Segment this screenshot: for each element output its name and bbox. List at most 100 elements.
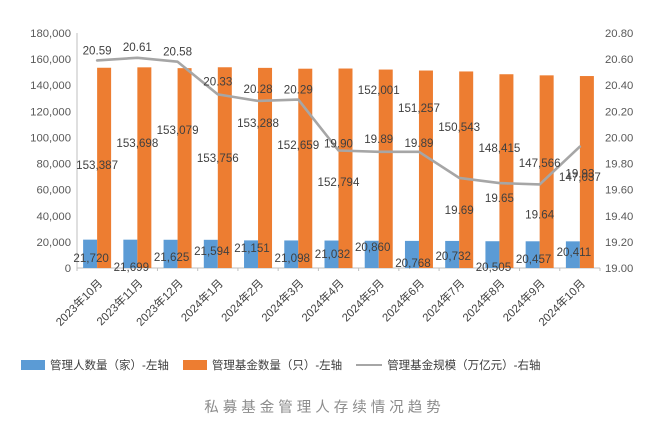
legend: 管理人数量（家）-左轴 管理基金数量（只）-左轴 管理基金规模（万亿元）-右轴 <box>21 357 541 373</box>
x-axis-category-label: 2024年7月 <box>419 276 467 324</box>
data-label-managers: 20,860 <box>355 241 390 254</box>
left-axis-tick-label: 20,000 <box>36 237 71 249</box>
right-axis-tick-label: 19.20 <box>605 237 633 249</box>
data-label-managers: 21,625 <box>154 251 189 264</box>
data-label-managers: 21,720 <box>73 252 108 265</box>
bar-managers <box>525 241 540 268</box>
bar-funds <box>459 71 474 268</box>
right-axis-tick-label: 19.60 <box>605 185 633 197</box>
legend-swatch-funds <box>182 360 207 370</box>
data-label-funds: 153,079 <box>157 124 199 137</box>
bar-funds <box>258 67 273 269</box>
x-axis-category-label: 2024年5月 <box>339 276 387 324</box>
data-label-managers: 21,594 <box>194 245 230 258</box>
x-axis-category-label: 2024年6月 <box>379 276 427 324</box>
right-axis-tick-label: 19.40 <box>605 211 633 223</box>
bar-funds <box>539 75 554 268</box>
data-label-scale: 19.69 <box>445 204 474 217</box>
data-label-managers: 21,699 <box>114 261 149 274</box>
data-label-scale: 20.33 <box>203 75 232 88</box>
x-axis-category-label: 2024年2月 <box>218 276 266 324</box>
data-label-scale: 19.90 <box>324 138 353 151</box>
x-axis-category-label: 2024年4月 <box>299 276 347 324</box>
right-axis-tick-label: 19.00 <box>605 263 633 275</box>
bar-managers <box>485 241 500 268</box>
right-axis-tick-label: 20.40 <box>605 80 633 92</box>
left-axis-tick-label: 60,000 <box>36 185 71 197</box>
legend-label-managers: 管理人数量（家）-左轴 <box>50 360 169 372</box>
data-label-scale: 20.59 <box>83 44 112 57</box>
data-label-funds: 153,387 <box>76 159 118 172</box>
data-label-funds: 153,756 <box>197 152 239 165</box>
scale-line-series <box>95 56 582 186</box>
right-axis-tick-label: 20.60 <box>605 54 633 66</box>
bar-funds <box>177 68 192 269</box>
chart-plot-area: 180,000 160,000 140,000 120,000 100,000 80,00… <box>30 28 633 329</box>
left-axis-tick-label: 100,000 <box>30 132 71 144</box>
legend-label-scale: 管理基金规模（万亿元）-右轴 <box>387 360 541 372</box>
legend-swatch-managers <box>21 360 45 370</box>
data-label-funds: 147,037 <box>559 171 601 184</box>
data-label-managers: 20,732 <box>435 250 470 263</box>
data-label-scale: 20.58 <box>163 46 192 59</box>
data-label-scale: 19.89 <box>404 137 433 150</box>
bar-funds <box>499 74 514 269</box>
bar-managers <box>404 240 419 268</box>
bar-managers <box>565 241 580 268</box>
bar-funds <box>418 70 433 269</box>
x-axis-category-label: 2024年1月 <box>178 276 226 324</box>
data-label-scale: 20.28 <box>244 83 273 96</box>
bar-funds <box>97 67 112 268</box>
data-label-managers: 20,505 <box>476 261 511 274</box>
data-label-funds: 153,288 <box>237 117 279 130</box>
x-axis-category-label: 2024年8月 <box>459 276 507 324</box>
left-axis-tick-label: 80,000 <box>36 159 71 171</box>
data-label-scale: 19.93 <box>565 168 594 181</box>
bar-managers <box>163 239 178 268</box>
chart-title: 私募基金管理人存续情况趋势 <box>204 400 445 416</box>
legend-swatch-scale-line <box>356 363 383 367</box>
right-axis-tick-label: 20.20 <box>605 106 633 118</box>
legend-item-managers: 管理人数量（家）-左轴 <box>21 357 169 373</box>
left-axis-tick-label: 40,000 <box>36 211 71 223</box>
bar-funds <box>579 76 594 268</box>
bar-funds <box>378 69 393 268</box>
right-axis-tick-label: 20.80 <box>605 28 633 40</box>
bar-managers <box>83 239 98 268</box>
left-axis-tick-label: 120,000 <box>30 106 71 118</box>
bar-managers <box>284 240 299 268</box>
data-label-funds: 152,001 <box>358 84 400 97</box>
data-label-scale: 19.65 <box>485 192 514 205</box>
data-label-scale: 20.29 <box>284 84 313 97</box>
data-label-managers: 20,768 <box>395 257 430 270</box>
data-label-funds: 150,543 <box>438 121 480 134</box>
data-label-funds: 152,659 <box>277 139 319 152</box>
data-label-managers: 21,098 <box>275 252 310 265</box>
bar-funds <box>217 67 232 268</box>
left-axis-tick-label: 180,000 <box>30 28 71 40</box>
right-axis-tick-label: 19.80 <box>605 159 633 171</box>
left-axis-tick-label: 160,000 <box>30 54 71 66</box>
data-label-funds: 148,415 <box>478 142 520 155</box>
legend-item-scale: 管理基金规模（万亿元）-右轴 <box>356 357 541 373</box>
bar-funds <box>137 67 152 269</box>
legend-label-funds: 管理基金数量（只）-左轴 <box>211 360 343 372</box>
bar-managers <box>203 239 218 268</box>
bar-managers <box>123 239 138 268</box>
data-label-funds: 153,698 <box>116 137 158 150</box>
data-label-managers: 21,032 <box>315 248 350 261</box>
data-label-scale: 19.89 <box>364 133 393 146</box>
data-label-managers: 20,457 <box>516 253 551 266</box>
data-label-funds: 152,794 <box>318 176 360 189</box>
bar-funds <box>298 68 313 269</box>
bar-managers <box>244 240 259 268</box>
data-label-funds: 151,257 <box>398 102 440 115</box>
data-label-managers: 20,411 <box>557 246 592 259</box>
left-axis-tick-label: 0 <box>65 263 71 275</box>
data-label-scale: 20.61 <box>123 41 152 54</box>
right-axis-tick-label: 20.00 <box>605 132 633 144</box>
bar-funds <box>338 68 353 268</box>
bar-managers <box>445 240 460 268</box>
data-label-scale: 19.64 <box>525 208 555 221</box>
